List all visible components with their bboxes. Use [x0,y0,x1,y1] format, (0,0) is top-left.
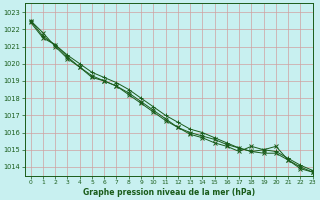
X-axis label: Graphe pression niveau de la mer (hPa): Graphe pression niveau de la mer (hPa) [83,188,255,197]
